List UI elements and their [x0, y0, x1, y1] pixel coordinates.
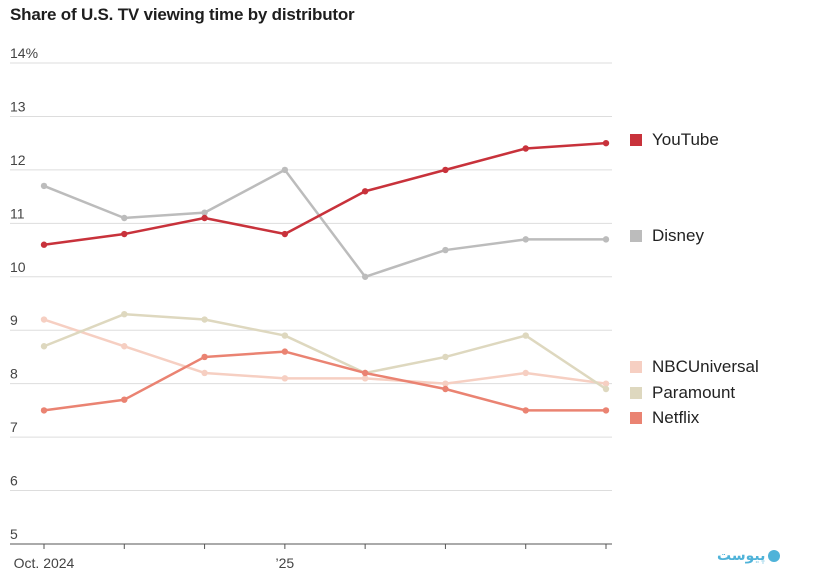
data-point-netflix — [442, 385, 449, 393]
legend-label-youtube: YouTube — [652, 130, 719, 149]
legend-label-nbcuniversal: NBCUniversal — [652, 357, 759, 376]
series-netflix — [40, 348, 610, 414]
data-point-disney — [602, 236, 610, 243]
series-youtube — [40, 139, 610, 248]
data-point-netflix — [281, 348, 289, 355]
data-point-disney — [522, 236, 529, 243]
data-point-youtube — [121, 230, 128, 238]
data-point-netflix — [40, 407, 48, 414]
series-line-paramount — [43, 312, 607, 391]
legend-swatch-disney — [630, 230, 642, 242]
data-point-netflix — [602, 407, 610, 414]
legend-item-netflix: Netflix — [630, 408, 699, 428]
data-point-nbcuniversal — [522, 369, 529, 377]
series-lines — [40, 139, 610, 414]
data-point-disney — [281, 166, 289, 174]
data-point-disney — [361, 273, 369, 280]
data-point-disney — [40, 182, 48, 190]
legend-item-disney: Disney — [630, 226, 704, 246]
y-tick-label: 7 — [10, 419, 18, 435]
data-point-paramount — [281, 332, 289, 339]
legend-item-youtube: YouTube — [630, 130, 719, 150]
series-line-nbcuniversal — [43, 318, 607, 385]
x-tick-label: Oct. 2024 — [14, 555, 75, 571]
y-tick-label: 8 — [10, 366, 18, 382]
series-line-youtube — [43, 141, 607, 246]
series-line-disney — [43, 168, 606, 279]
y-tick-label: 12 — [10, 152, 26, 168]
data-point-paramount — [522, 332, 529, 339]
data-point-netflix — [201, 353, 208, 361]
legend-swatch-netflix — [630, 412, 642, 424]
data-point-nbcuniversal — [602, 380, 610, 387]
data-point-netflix — [121, 396, 128, 403]
gridlines: 5 6 7 8 9 10 11 12 13 14% — [10, 45, 612, 542]
data-point-youtube — [602, 139, 610, 147]
legend-item-paramount: Paramount — [630, 383, 735, 403]
x-tick-label: ’25 — [276, 555, 295, 571]
data-point-youtube — [40, 241, 48, 248]
data-point-paramount — [201, 316, 208, 323]
y-tick-label: 13 — [10, 98, 26, 114]
y-tick-label: 5 — [10, 526, 18, 542]
series-line-netflix — [43, 350, 606, 412]
legend-swatch-nbcuniversal — [630, 361, 642, 373]
watermark-text: پیوست — [717, 547, 766, 563]
data-point-disney — [201, 209, 208, 216]
data-point-paramount — [40, 343, 48, 350]
data-point-nbcuniversal — [361, 375, 369, 382]
data-point-nbcuniversal — [40, 316, 48, 323]
data-point-youtube — [522, 145, 529, 152]
y-tick-label: 9 — [10, 312, 18, 328]
chart-title: Share of U.S. TV viewing time by distrib… — [10, 5, 355, 24]
data-point-paramount — [602, 385, 610, 393]
data-point-youtube — [201, 214, 208, 222]
legend-swatch-youtube — [630, 134, 642, 146]
data-point-netflix — [361, 369, 369, 377]
watermark: پیوست — [717, 547, 781, 564]
y-tick-label: 6 — [10, 473, 18, 489]
y-tick-label: 10 — [10, 259, 26, 275]
series-disney — [40, 166, 610, 280]
legend-label-netflix: Netflix — [652, 408, 700, 427]
data-point-nbcuniversal — [201, 369, 208, 377]
x-axis: Oct. 2024 ’25 — [10, 543, 612, 571]
legend-label-paramount: Paramount — [652, 383, 736, 402]
series-paramount — [40, 310, 610, 393]
data-point-youtube — [442, 166, 449, 174]
y-tick-label: 14% — [10, 45, 38, 61]
legend-item-nbcuniversal: NBCUniversal — [630, 357, 759, 377]
data-point-paramount — [121, 310, 128, 318]
data-point-netflix — [522, 407, 529, 414]
watermark-logo-icon — [768, 549, 781, 562]
series-nbcuniversal — [40, 316, 610, 387]
legend-label-disney: Disney — [652, 226, 704, 245]
data-point-youtube — [281, 230, 289, 238]
data-point-disney — [442, 246, 449, 254]
y-tick-label: 11 — [10, 205, 25, 221]
data-point-paramount — [442, 353, 449, 361]
legend-swatch-paramount — [630, 387, 642, 399]
data-point-nbcuniversal — [442, 380, 449, 387]
data-point-nbcuniversal — [121, 343, 128, 350]
data-point-youtube — [361, 188, 369, 195]
data-point-nbcuniversal — [281, 375, 289, 382]
data-point-disney — [121, 214, 128, 222]
